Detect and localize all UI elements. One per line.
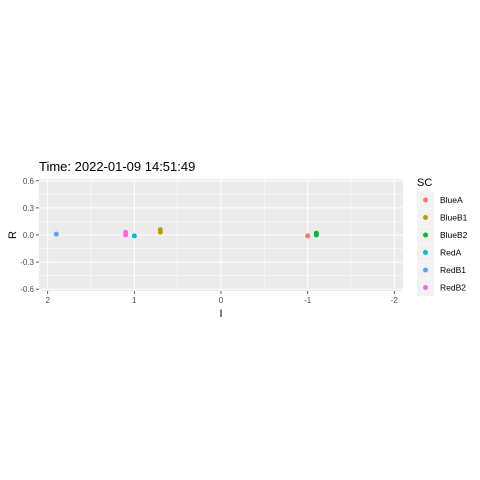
legend-label: RedB2 — [440, 283, 466, 293]
data-point-blueb1 — [157, 229, 163, 235]
x-tick-label: -1 — [304, 296, 312, 305]
x-tick-label: 0 — [219, 296, 224, 305]
y-axis-title: R — [7, 231, 19, 239]
data-points — [53, 227, 319, 239]
legend-key-redb1 — [423, 267, 428, 273]
chart-title: Time: 2022-01-09 14:51:49 — [39, 159, 195, 174]
legend: SC BlueA BlueB1 BlueB2 RedA RedB1 RedB2 — [417, 177, 468, 296]
data-point-redb2 — [123, 232, 129, 238]
y-tick-label: -0.3 — [20, 258, 34, 267]
data-point-reda — [131, 233, 137, 239]
y-tick-label: 0.6 — [23, 177, 35, 186]
legend-label: RedB1 — [440, 265, 466, 275]
x-axis-ticks: 2 1 0 -1 -2 — [45, 291, 398, 305]
legend-key-blueb1 — [423, 215, 428, 220]
legend-label: BlueA — [440, 195, 463, 205]
legend-label: BlueB1 — [440, 213, 468, 223]
y-tick-label: 0.0 — [23, 231, 35, 240]
data-point-redb1 — [53, 231, 59, 237]
x-tick-label: 2 — [45, 296, 50, 305]
x-tick-label: -2 — [391, 296, 399, 305]
x-tick-label: 1 — [132, 296, 137, 305]
y-tick-label: 0.3 — [23, 204, 35, 213]
legend-key-reda — [423, 250, 428, 255]
x-axis-title: I — [219, 308, 222, 320]
legend-label: RedA — [440, 248, 462, 258]
legend-title: SC — [417, 177, 432, 189]
legend-key-redb2 — [423, 285, 428, 290]
legend-label: BlueB2 — [440, 230, 468, 240]
data-point-blueb2 — [313, 232, 319, 238]
legend-key-blueb2 — [423, 232, 428, 238]
y-axis-ticks: 0.6 0.3 0.0 -0.3 -0.6 — [20, 177, 39, 294]
y-tick-label: -0.6 — [20, 285, 34, 294]
data-point-bluea — [305, 233, 311, 239]
legend-key-bluea — [423, 197, 428, 203]
